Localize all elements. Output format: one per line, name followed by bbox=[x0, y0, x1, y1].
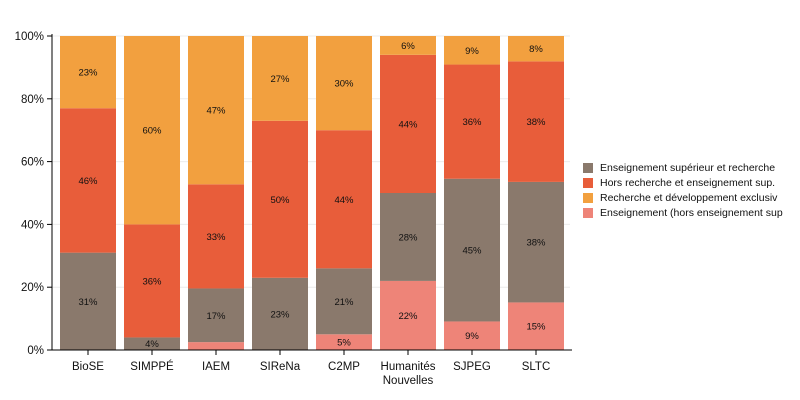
legend-label: Hors recherche et enseignement sup. bbox=[600, 176, 776, 189]
x-tick-label: Nouvelles bbox=[383, 375, 434, 387]
bar-segment bbox=[124, 36, 180, 225]
data-label: 28% bbox=[398, 232, 418, 243]
bar-segment bbox=[124, 224, 180, 338]
y-tick-label: 80% bbox=[21, 94, 44, 106]
legend-label: Enseignement (hors enseignement sup bbox=[600, 206, 783, 219]
bar-segment bbox=[380, 36, 436, 55]
bar-segment bbox=[380, 280, 436, 350]
bar-segment bbox=[508, 302, 564, 350]
data-label: 23% bbox=[78, 68, 98, 79]
x-tick-label: Humanités bbox=[381, 361, 436, 373]
bar-segment bbox=[252, 277, 308, 350]
x-tick-label: C2MP bbox=[328, 361, 360, 373]
data-label: 44% bbox=[398, 119, 418, 130]
legend-swatch bbox=[583, 192, 593, 203]
bar-segment bbox=[252, 36, 308, 121]
data-label: 60% bbox=[142, 126, 162, 137]
bar-segment bbox=[316, 334, 372, 350]
legend-swatch bbox=[583, 162, 593, 173]
x-tick-label: SIMPPÉ bbox=[130, 360, 174, 373]
y-tick-label: 40% bbox=[21, 219, 44, 231]
y-tick-label: 60% bbox=[21, 157, 44, 169]
legend-swatch bbox=[583, 207, 593, 218]
data-label: 46% bbox=[78, 176, 98, 187]
data-label: 44% bbox=[334, 195, 354, 206]
data-label: 38% bbox=[526, 238, 546, 249]
bar-segment bbox=[508, 181, 564, 303]
bar-segment bbox=[188, 184, 244, 289]
data-label: 45% bbox=[462, 246, 482, 257]
data-label: 30% bbox=[334, 79, 354, 90]
legend: Enseignement supérieur et recherche Hors … bbox=[583, 160, 783, 220]
bar-segment bbox=[60, 108, 116, 253]
y-tick-label: 0% bbox=[27, 345, 44, 357]
bar-segment bbox=[60, 36, 116, 109]
data-label: 9% bbox=[465, 46, 479, 57]
data-label: 15% bbox=[526, 322, 546, 333]
data-label: 17% bbox=[206, 311, 226, 322]
bar-segment bbox=[380, 193, 436, 281]
x-tick-label: BioSE bbox=[72, 361, 104, 373]
data-label: 21% bbox=[334, 297, 354, 308]
data-label: 38% bbox=[526, 117, 546, 128]
x-tick-label: IAEM bbox=[202, 361, 230, 373]
bar-segment bbox=[188, 288, 244, 343]
data-label: 22% bbox=[398, 311, 418, 322]
legend-item: Hors recherche et enseignement sup. bbox=[583, 175, 783, 190]
bar-segment bbox=[316, 130, 372, 269]
bar-segment bbox=[124, 337, 180, 350]
bar-segment bbox=[60, 252, 116, 350]
bar-segment bbox=[444, 36, 500, 65]
data-label: 4% bbox=[145, 339, 159, 350]
data-label: 6% bbox=[401, 41, 415, 52]
data-label: 47% bbox=[206, 106, 226, 117]
data-label: 31% bbox=[78, 297, 98, 308]
bar-segment bbox=[316, 36, 372, 131]
x-tick-label: SIReNa bbox=[260, 361, 301, 373]
y-tick-label: 100% bbox=[15, 31, 44, 43]
data-label: 23% bbox=[270, 309, 290, 320]
bar-segment bbox=[508, 36, 564, 62]
legend-item: Recherche et développement exclusiv bbox=[583, 190, 783, 205]
bar-segment bbox=[252, 120, 308, 278]
data-label: 8% bbox=[529, 44, 543, 55]
legend-item: Enseignement supérieur et recherche bbox=[583, 160, 783, 175]
bar-segment bbox=[444, 178, 500, 322]
x-tick-label: SLTC bbox=[522, 361, 551, 373]
y-tick-label: 20% bbox=[21, 282, 44, 294]
bar-segment bbox=[380, 54, 436, 194]
bar-segment bbox=[316, 268, 372, 335]
legend-swatch bbox=[583, 177, 593, 188]
data-label: 9% bbox=[465, 331, 479, 342]
legend-item: Enseignement (hors enseignement sup bbox=[583, 205, 783, 220]
bar-segment bbox=[188, 342, 244, 350]
bar-segment bbox=[444, 321, 500, 350]
data-label: 36% bbox=[462, 117, 482, 128]
data-label: 36% bbox=[142, 276, 162, 287]
bar-segment bbox=[188, 36, 244, 185]
x-tick-label: SJPEG bbox=[453, 361, 491, 373]
data-label: 33% bbox=[206, 232, 226, 243]
data-label: 5% bbox=[337, 338, 351, 349]
bar-segment bbox=[444, 64, 500, 179]
legend-label: Recherche et développement exclusiv bbox=[600, 191, 778, 204]
data-label: 27% bbox=[270, 74, 290, 85]
bar-segment bbox=[508, 61, 564, 182]
data-label: 50% bbox=[270, 195, 290, 206]
legend-label: Enseignement supérieur et recherche bbox=[600, 161, 776, 174]
